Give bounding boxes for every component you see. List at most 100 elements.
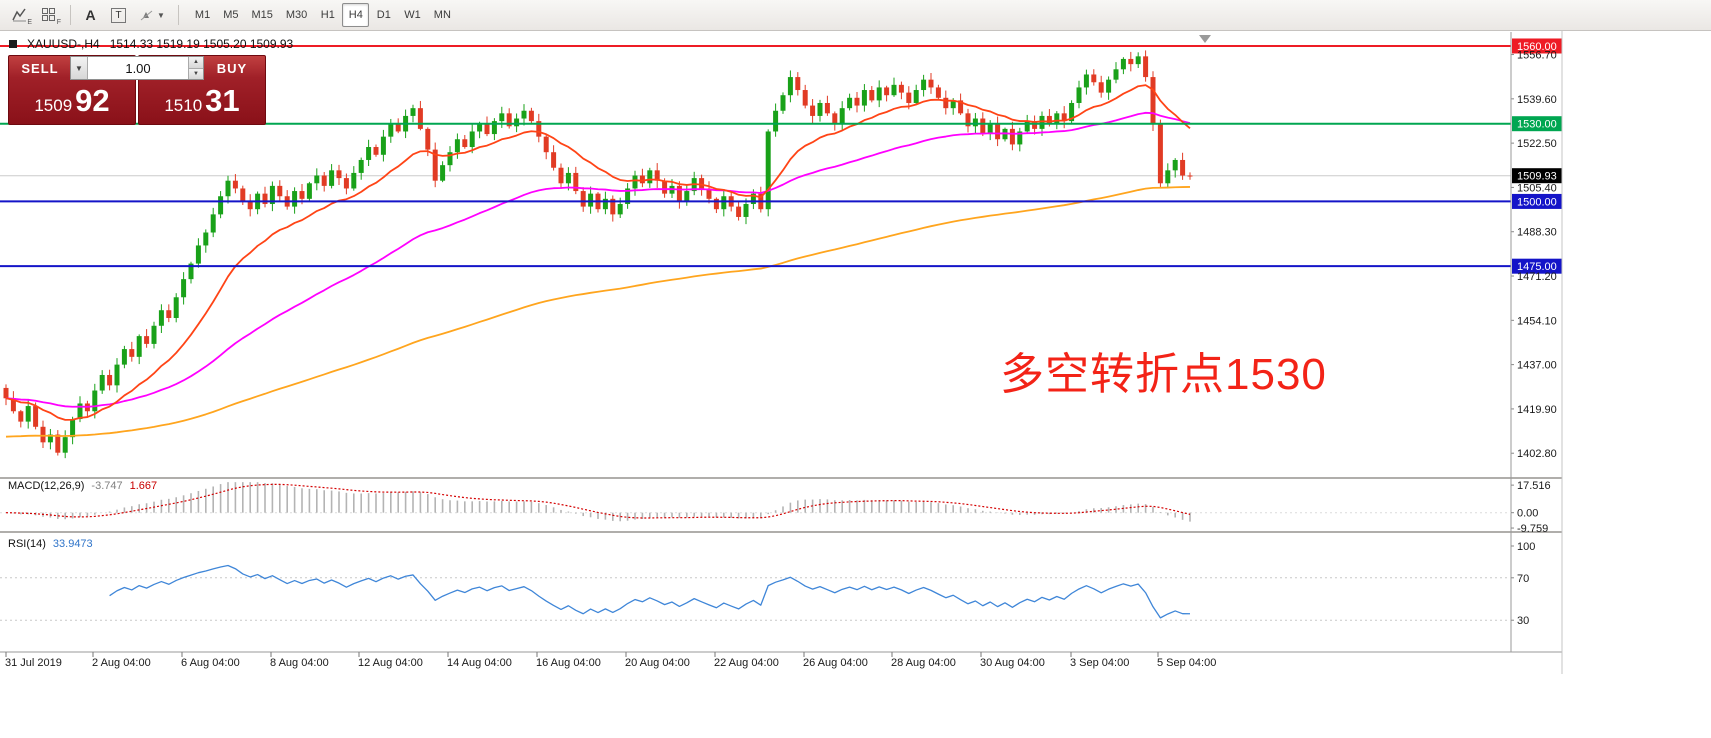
candle (639, 168, 645, 188)
text-tool-button[interactable]: A (77, 3, 104, 27)
rsi-axis-label: 100 (1517, 541, 1535, 553)
volume-decrease-button[interactable]: ▼ (189, 67, 203, 79)
rsi-axis-label: 30 (1517, 615, 1529, 627)
arrows-tool-button[interactable]: ▼ (133, 3, 171, 27)
candle-body (588, 193, 594, 207)
candle-body (884, 87, 890, 96)
macd-axis-label: 17.516 (1517, 480, 1551, 492)
candle-body (1172, 159, 1178, 171)
panel-separator-rsi[interactable] (0, 531, 1562, 533)
grid-template-button[interactable]: F (35, 3, 63, 27)
candle (343, 173, 349, 195)
candle (1143, 50, 1149, 82)
candle-body (299, 191, 305, 199)
candle-body (625, 188, 631, 205)
candle (743, 198, 749, 225)
candle-body (432, 149, 438, 181)
candle-body (1061, 113, 1067, 122)
indicator-template-button[interactable]: E (6, 3, 34, 27)
candle-body (943, 97, 949, 109)
candle-body (166, 310, 172, 318)
candle-body (1187, 175, 1193, 177)
macd-title: MACD(12,26,9) (8, 480, 85, 492)
candle (861, 84, 867, 112)
sell-button-label: SELL (21, 61, 59, 76)
text-label-tool-button[interactable]: T (105, 3, 132, 27)
zigzag-chart-icon (12, 8, 26, 22)
chart-text-annotation: 多空转折点1530 (1000, 350, 1327, 399)
candle (632, 170, 638, 196)
candle (765, 129, 771, 217)
time-axis-label: 6 Aug 04:00 (181, 657, 240, 669)
chevron-down-icon: ▼ (157, 10, 165, 20)
candle (810, 99, 816, 123)
timeframe-button-mn[interactable]: MN (433, 9, 451, 21)
price-badge-1560.00 (1512, 38, 1562, 54)
price-badge-1500.00 (1512, 193, 1562, 209)
candle-body (928, 79, 934, 88)
timeframe-button-h1[interactable]: H1 (320, 9, 335, 21)
candle (454, 133, 460, 159)
candle (247, 194, 253, 217)
timeframe-button-w1[interactable]: W1 (404, 9, 421, 21)
current-price-badge-label: 1509.93 (1517, 171, 1557, 183)
candle (1009, 121, 1015, 151)
timeframe-button-h4[interactable]: H4 (342, 3, 370, 27)
candle-body (750, 193, 756, 205)
text-label-glyph: T (111, 7, 126, 23)
candle (721, 189, 727, 217)
candle-body (1032, 121, 1038, 129)
timeframe-button-m15[interactable]: M15 (251, 9, 273, 21)
candle (491, 118, 497, 141)
candle-body (765, 131, 771, 210)
time-axis-label: 28 Aug 04:00 (891, 657, 956, 669)
candle-body (610, 198, 616, 215)
candle-body (269, 185, 275, 205)
candle-body (1143, 56, 1149, 78)
panel-separator-macd[interactable] (0, 477, 1562, 479)
volume-increase-button[interactable]: ▲ (189, 57, 203, 68)
rsi-title: RSI(14) (8, 538, 46, 550)
candle (773, 103, 779, 137)
price-badge-1475.00 (1512, 258, 1562, 274)
candle-body (617, 204, 623, 215)
candle-body (869, 90, 875, 101)
candle (1135, 52, 1141, 68)
candle-body (1157, 123, 1163, 184)
candle-body (839, 108, 845, 124)
chart-shift-marker[interactable] (1199, 35, 1211, 43)
candle-body (158, 310, 164, 326)
candle (1091, 69, 1097, 86)
time-axis-label: 12 Aug 04:00 (358, 657, 423, 669)
candle (610, 195, 616, 222)
price-axis-label: 1419.90 (1517, 404, 1557, 416)
volume-input[interactable] (88, 57, 188, 79)
candle-body (181, 279, 187, 298)
candle-body (410, 108, 416, 116)
chart-marker-icon (9, 40, 17, 48)
candle-body (3, 387, 9, 399)
chart-ohlc-values: 1514.33 1519.19 1505.20 1509.93 (109, 37, 294, 51)
timeframe-button-m30[interactable]: M30 (285, 9, 308, 21)
candle-body (351, 172, 357, 189)
candle (195, 238, 201, 268)
candle-body (388, 123, 394, 137)
candle (647, 167, 653, 188)
timeframe-button-m5[interactable]: M5 (223, 9, 239, 21)
timeframe-button-m1[interactable]: M1 (194, 9, 211, 21)
ask-price-pips: 31 (205, 83, 240, 118)
candle-body (232, 180, 238, 189)
candle-body (462, 139, 468, 148)
volume-dropdown-button[interactable]: ▼ (71, 57, 88, 79)
candle-body (980, 118, 986, 135)
candle (329, 164, 335, 189)
timeframe-button-d1[interactable]: D1 (376, 9, 391, 21)
candle-body (921, 79, 927, 91)
candle (284, 190, 290, 210)
candle-body (440, 165, 446, 181)
candle-body (1069, 102, 1075, 122)
text-tool-glyph: A (85, 7, 96, 23)
candle-body (1180, 159, 1186, 176)
candle-body (536, 121, 542, 137)
